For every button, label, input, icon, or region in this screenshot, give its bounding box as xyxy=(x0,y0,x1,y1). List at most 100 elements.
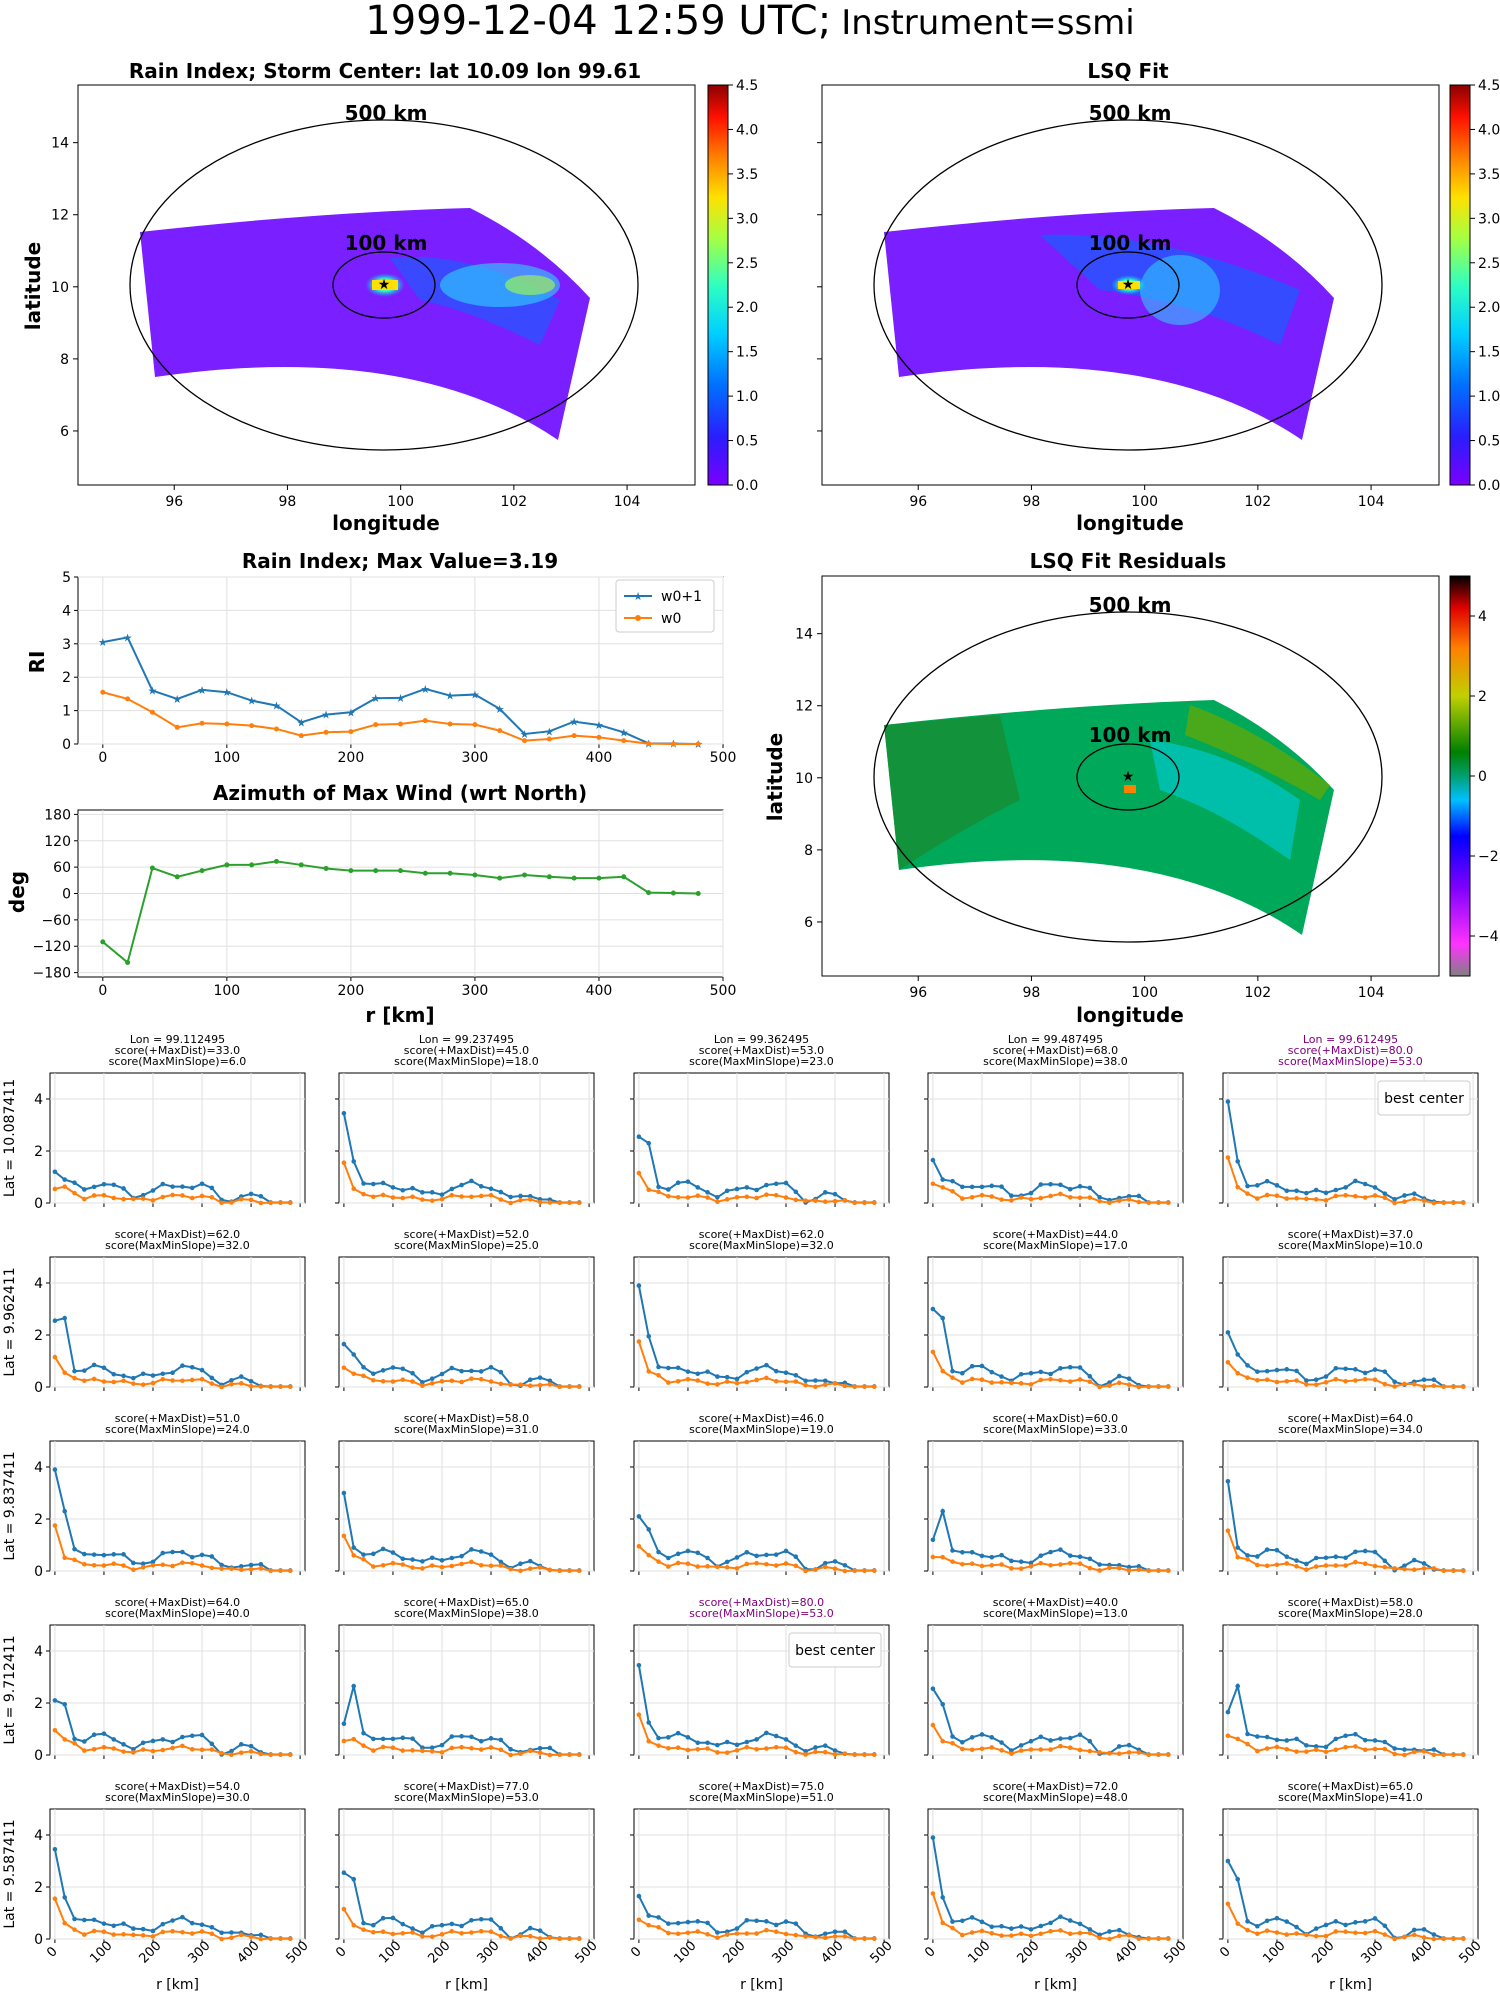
cell-series-point xyxy=(469,1930,474,1935)
cell-series-point xyxy=(685,1179,691,1184)
cell-series-point xyxy=(1067,1379,1073,1384)
cell-series-point xyxy=(101,1181,107,1187)
cell-series-point xyxy=(469,1368,474,1374)
cell-series-point xyxy=(1116,1198,1122,1203)
residuals-map-title: LSQ Fit Residuals xyxy=(1030,549,1227,573)
cell-score-maxdist: score(+MaxDist)=80.0 xyxy=(699,1596,824,1609)
cell-series-point xyxy=(82,1748,87,1753)
cell-x-tick-label: 0 xyxy=(628,1944,644,1960)
cell-series-point xyxy=(1245,1741,1250,1747)
cell-series-point xyxy=(969,1549,975,1555)
cell-series-point xyxy=(930,1835,936,1840)
cell-series-point xyxy=(1323,1380,1329,1385)
cell-series-point xyxy=(498,1563,504,1568)
cell-series-point xyxy=(199,1367,205,1373)
cell-series-point xyxy=(488,1192,494,1198)
cell-series-point xyxy=(459,1733,464,1739)
cell-series-point xyxy=(1362,1919,1368,1924)
cell-series-point xyxy=(636,1893,642,1899)
cell-series-point xyxy=(1038,1747,1044,1752)
cell-series-point xyxy=(832,1752,838,1757)
cell-series-point xyxy=(199,1732,205,1738)
cell-series-point xyxy=(1343,1366,1348,1372)
cell-series-point xyxy=(979,1563,985,1569)
cell-series-point xyxy=(1028,1747,1034,1752)
cell-series-point xyxy=(1353,1549,1358,1555)
cell-series-point xyxy=(773,1552,779,1557)
cell-series-point xyxy=(793,1563,799,1569)
series-point xyxy=(273,858,279,864)
series-point: ★ xyxy=(619,726,629,739)
cell-series-point xyxy=(989,1380,995,1385)
cell-lat-label: Lat = 10.087411 xyxy=(2,1079,18,1197)
cell-series-point xyxy=(813,1198,818,1203)
series-point xyxy=(646,890,652,896)
colorbar-tick-label: 2.0 xyxy=(736,300,758,316)
cell-series-point xyxy=(999,1184,1004,1189)
cell-series-point xyxy=(478,1928,484,1934)
cell-y-tick-label: 0 xyxy=(34,1196,43,1212)
series-point xyxy=(522,738,528,744)
cell-series-point xyxy=(1294,1736,1299,1742)
series-point xyxy=(695,741,701,747)
cell-x-label: r [km] xyxy=(1329,1977,1372,1993)
cell-series-point xyxy=(1333,1736,1339,1742)
cell-series-point xyxy=(1255,1734,1260,1739)
cell-series-point xyxy=(1077,1921,1083,1927)
cell-x-tick-label: 200 xyxy=(1309,1938,1337,1966)
series-point xyxy=(596,734,602,740)
cell-series-point xyxy=(1048,1371,1053,1377)
y-tick-label: 0 xyxy=(62,737,71,753)
cell-series-point xyxy=(1156,1936,1161,1942)
cell-series-point xyxy=(666,1365,671,1371)
cell-series-point xyxy=(1116,1933,1122,1939)
cell-series-point xyxy=(1009,1198,1014,1203)
cell-x-tick-label: 300 xyxy=(1063,1938,1091,1966)
cell-series-point xyxy=(278,1752,283,1758)
cell-series-point xyxy=(1402,1747,1407,1752)
cell-series-point xyxy=(557,1568,562,1574)
cell-series-point xyxy=(1343,1929,1348,1935)
map-y-tick-label: 10 xyxy=(51,280,69,296)
cell-series-point xyxy=(209,1565,215,1571)
ring-500km xyxy=(129,119,639,451)
cell-series-point xyxy=(478,1376,484,1382)
cell-series-point xyxy=(1225,1528,1231,1533)
cell-series-point xyxy=(950,1559,955,1564)
series-point xyxy=(646,741,652,747)
cell-series-point xyxy=(488,1745,494,1750)
cell-series-point xyxy=(930,1349,936,1355)
cell-series-point xyxy=(180,1929,185,1935)
cell-series-point xyxy=(180,1184,185,1189)
cell-series-point xyxy=(666,1745,671,1751)
cell-series-point xyxy=(1264,1192,1270,1198)
cell-frame xyxy=(927,1440,1184,1572)
cell-series-point xyxy=(410,1370,415,1376)
cell-score-maxdist: score(+MaxDist)=37.0 xyxy=(1288,1228,1413,1241)
cell-series-point xyxy=(930,1722,936,1728)
cell-series-point xyxy=(420,1190,425,1195)
residuals-orange-cell xyxy=(1124,785,1136,793)
cell-series-point xyxy=(72,1927,77,1932)
residuals-olive-band xyxy=(1185,705,1330,800)
cell-series-point xyxy=(1274,1547,1280,1553)
cell-series-point xyxy=(62,1895,68,1900)
cell-series-point xyxy=(170,1370,175,1375)
cell-series-point xyxy=(371,1371,376,1377)
best-center-legend xyxy=(1377,1080,1471,1116)
cell-series-point xyxy=(1136,1384,1142,1390)
cell-series-point xyxy=(685,1548,691,1554)
cell-series-point xyxy=(1343,1555,1348,1561)
cell-series-point xyxy=(685,1376,691,1382)
center-search-grid: 024score(MaxMinSlope)=6.0score(+MaxDist)… xyxy=(2,1033,1485,1993)
cell-series-point xyxy=(734,1380,740,1386)
cell-series-point xyxy=(140,1926,146,1932)
cell-series-point xyxy=(400,1187,406,1193)
cell-series-point xyxy=(666,1380,671,1385)
cell-series-point xyxy=(960,1932,965,1938)
cell-series-point xyxy=(170,1192,175,1198)
cell-series-point xyxy=(1116,1373,1122,1379)
cell-series-point xyxy=(1323,1922,1329,1928)
cell-series-point xyxy=(101,1365,107,1371)
cell-series-point xyxy=(695,1371,701,1377)
